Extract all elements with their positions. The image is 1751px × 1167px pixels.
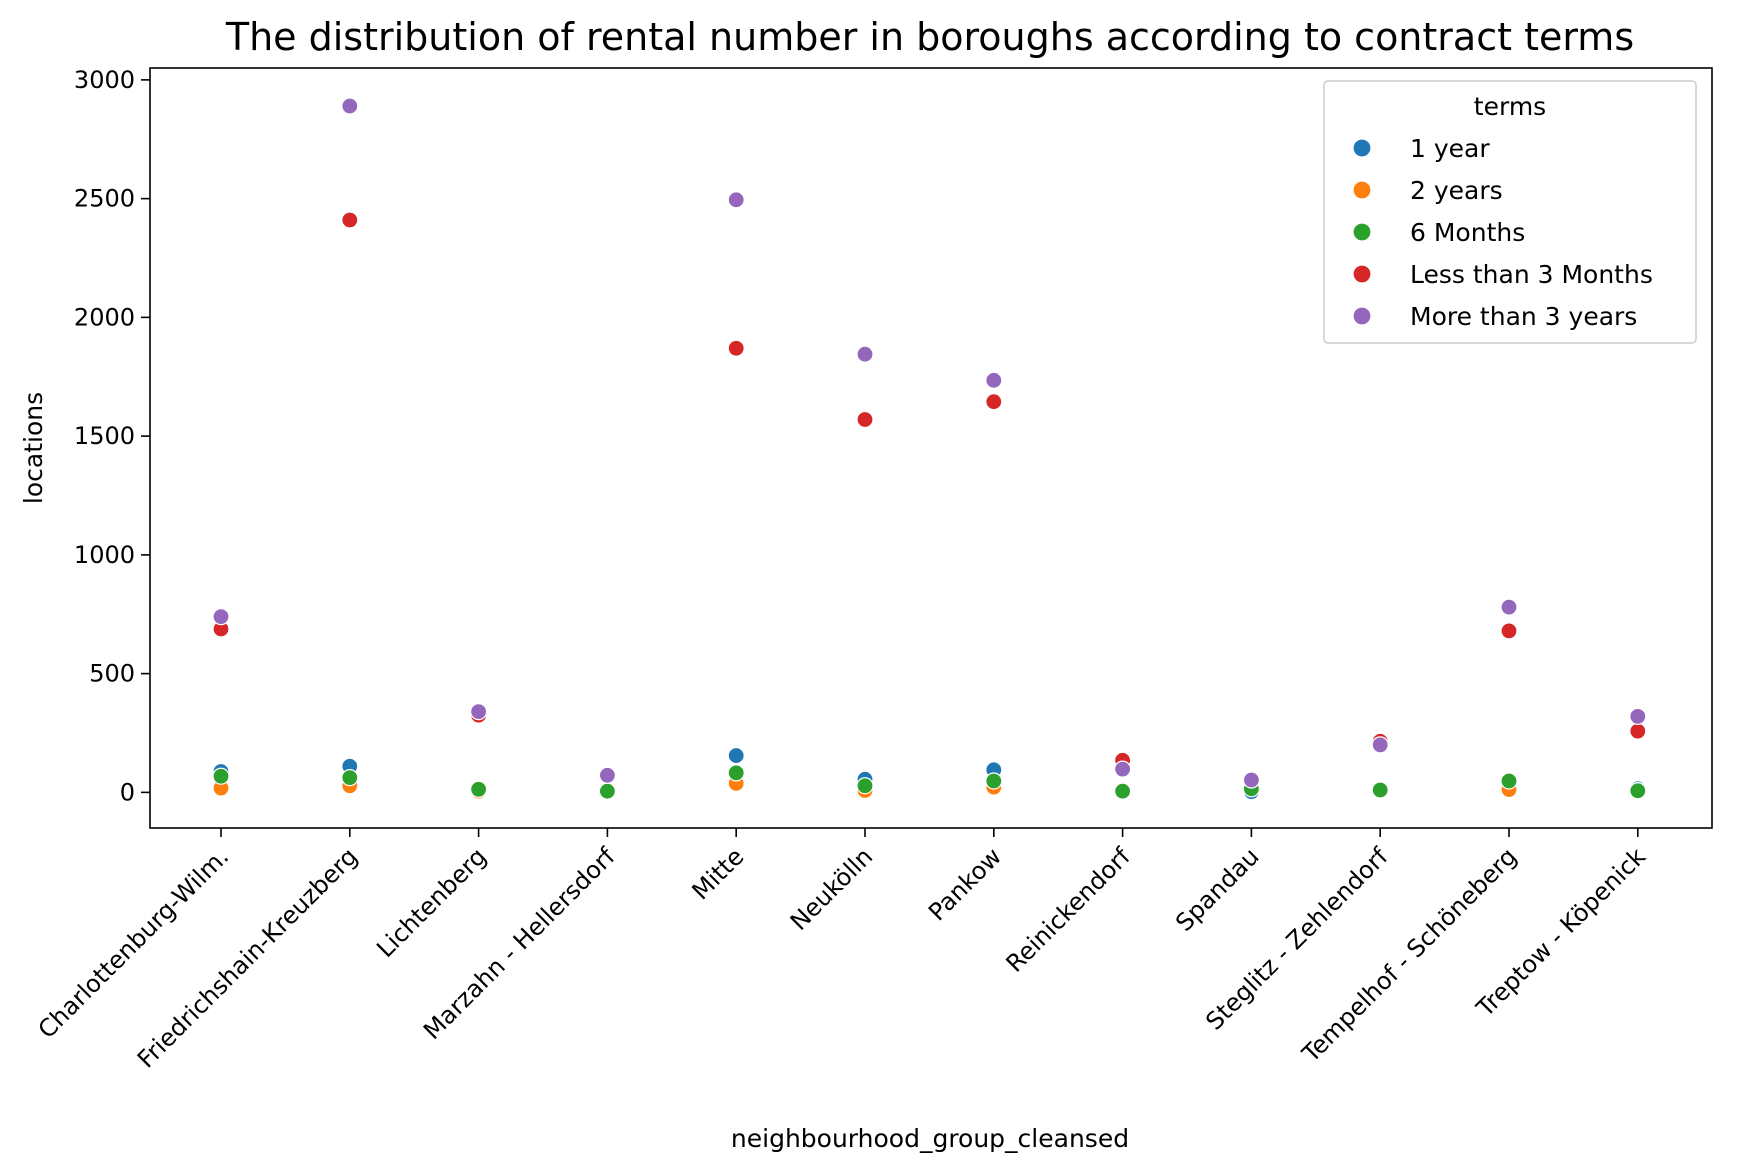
x-tick-label: Pankow (923, 842, 1007, 926)
y-tick-label: 1000 (74, 541, 135, 569)
legend-label: 6 Months (1410, 218, 1525, 247)
data-point (1629, 782, 1647, 800)
series-2-years (212, 774, 1647, 800)
series-more-than-3-years (212, 97, 1647, 789)
y-tick-label: 500 (89, 660, 135, 688)
data-point (856, 345, 874, 363)
y-tick-label: 2000 (74, 303, 135, 331)
x-axis-label: neighbourhood_group_cleansed (731, 1124, 1129, 1153)
legend-marker (1352, 264, 1372, 284)
x-tick-label: Spandau (1170, 842, 1264, 936)
y-tick-label: 1500 (74, 422, 135, 450)
plot-frame (149, 67, 1713, 829)
x-tick-label: Neukölln (785, 842, 878, 935)
data-point (1242, 771, 1261, 789)
data-point (341, 211, 359, 229)
data-point (985, 393, 1003, 411)
y-tick-label: 3000 (74, 66, 135, 94)
x-tick-label: Reinickendorf (1001, 842, 1137, 978)
data-point (856, 410, 874, 429)
legend: terms 1 year 2 years 6 Months Less than 3 M… (1323, 80, 1697, 344)
data-point (212, 608, 230, 626)
legend-marker (1352, 138, 1372, 158)
data-point (598, 782, 617, 800)
legend-title: terms (1474, 92, 1546, 121)
data-point (1629, 722, 1647, 740)
data-point (727, 764, 745, 782)
data-point (727, 191, 745, 209)
data-point (1500, 598, 1518, 616)
data-point (985, 772, 1003, 790)
data-point (341, 97, 359, 115)
data-point (1629, 707, 1647, 725)
data-point (727, 746, 745, 765)
data-point (1371, 736, 1389, 754)
series-1-year (212, 746, 1647, 801)
y-tick-label: 2500 (74, 185, 135, 213)
y-axis: 0 500 1000 1500 2000 2500 3000 (74, 66, 150, 806)
data-point (985, 371, 1003, 389)
legend-marker (1352, 306, 1372, 326)
data-points (212, 97, 1647, 801)
legend-label: Less than 3 Months (1410, 260, 1653, 289)
series-6-months (212, 764, 1647, 800)
data-point (1371, 781, 1389, 799)
y-tick-label: 0 (120, 778, 135, 806)
data-point (598, 766, 617, 784)
x-axis: Charlottenburg-Wilm.Friedrichshain-Kreuz… (33, 828, 1651, 1074)
chart-title: The distribution of rental number in bor… (225, 15, 1634, 59)
legend-label: 1 year (1410, 134, 1490, 163)
data-point (341, 769, 359, 787)
legend-box (1323, 80, 1697, 344)
data-point (1500, 772, 1518, 790)
data-point (212, 767, 230, 785)
x-tick-label: Mitte (687, 842, 750, 905)
data-point (727, 339, 745, 357)
data-point (1500, 622, 1518, 640)
x-tick-label: Lichtenberg (371, 842, 492, 963)
data-point (856, 777, 874, 795)
data-point (1113, 760, 1132, 778)
y-axis-label: locations (19, 392, 48, 504)
x-tick-label: Friedrichshain-Kreuzberg (132, 842, 363, 1073)
legend-marker (1352, 222, 1372, 242)
legend-items: 1 year 2 years 6 Months Less than 3 Months M… (1352, 134, 1653, 331)
legend-label: 2 years (1410, 176, 1503, 205)
legend-marker (1352, 180, 1372, 200)
data-point (1113, 782, 1132, 800)
x-tick-label: Tempelhof - Schöneberg (1296, 842, 1522, 1068)
data-point (470, 703, 488, 721)
legend-label: More than 3 years (1410, 302, 1637, 331)
data-point (470, 780, 488, 798)
